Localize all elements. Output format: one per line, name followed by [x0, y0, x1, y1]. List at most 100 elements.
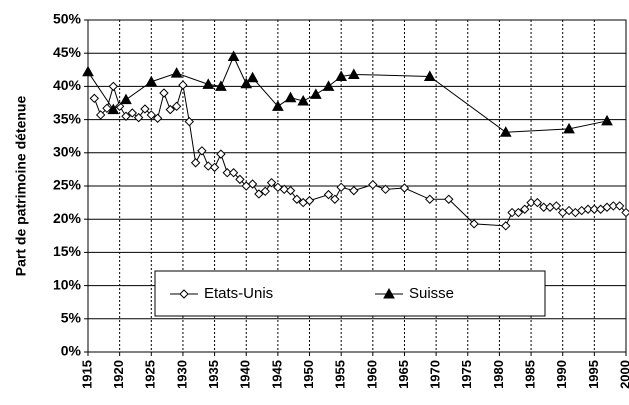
- marker: [260, 186, 270, 197]
- x-tick-label: 1990: [554, 360, 569, 389]
- x-tick-label: 1985: [522, 360, 537, 389]
- marker: [614, 201, 625, 211]
- marker: [563, 122, 575, 134]
- marker: [292, 194, 302, 204]
- x-tick-label: 1975: [459, 360, 474, 389]
- x-tick-label: 1955: [333, 360, 348, 389]
- marker: [284, 91, 297, 103]
- y-tick-label: 25%: [53, 177, 82, 193]
- marker: [532, 197, 543, 208]
- x-tick-label: 1940: [238, 360, 253, 389]
- marker: [184, 116, 194, 127]
- marker: [89, 93, 100, 104]
- y-tick-label: 35%: [53, 110, 82, 126]
- marker: [222, 168, 232, 178]
- marker: [127, 108, 138, 118]
- y-axis-label: Part de patrimoine détenue: [13, 96, 29, 277]
- marker: [608, 201, 619, 211]
- legend-box: [154, 270, 546, 317]
- marker: [368, 179, 378, 190]
- x-tick-label: 1925: [143, 360, 158, 389]
- marker: [145, 75, 158, 87]
- marker: [114, 101, 125, 112]
- marker: [95, 110, 106, 120]
- marker: [399, 183, 410, 193]
- marker: [171, 101, 182, 112]
- marker: [159, 88, 169, 98]
- x-tick-label: 1980: [491, 360, 506, 389]
- marker: [583, 204, 593, 214]
- marker: [165, 104, 175, 115]
- y-tick-label: 45%: [53, 44, 82, 60]
- marker: [247, 179, 258, 189]
- marker: [121, 111, 131, 121]
- x-tick-label: 1970: [428, 360, 443, 389]
- marker: [551, 201, 562, 211]
- x-tick-label: 1930: [174, 360, 189, 389]
- x-tick-label: 1995: [586, 360, 601, 389]
- x-tick-label: 1945: [269, 360, 284, 389]
- marker: [323, 189, 334, 200]
- marker: [190, 158, 201, 168]
- marker: [228, 168, 239, 178]
- y-tick-label: 30%: [53, 144, 82, 160]
- marker: [310, 88, 322, 99]
- x-tick-label: 1915: [79, 360, 94, 389]
- marker: [336, 182, 346, 193]
- plot-border: [87, 19, 627, 353]
- marker: [209, 162, 220, 173]
- marker: [520, 204, 530, 214]
- marker: [589, 204, 600, 214]
- marker: [140, 104, 150, 114]
- marker: [297, 94, 310, 106]
- y-tick-label: 40%: [53, 77, 82, 93]
- marker: [499, 126, 512, 137]
- marker: [526, 197, 536, 208]
- marker: [203, 161, 213, 171]
- marker: [501, 221, 511, 231]
- marker: [539, 202, 549, 212]
- marker: [444, 194, 454, 204]
- marker: [120, 93, 132, 105]
- y-tick-label: 0%: [61, 343, 82, 359]
- marker: [102, 103, 112, 114]
- marker: [82, 65, 94, 77]
- marker: [425, 194, 435, 204]
- marker: [335, 70, 348, 81]
- y-tick-label: 5%: [61, 310, 82, 326]
- marker: [146, 110, 157, 120]
- y-tick-label: 50%: [53, 11, 82, 27]
- marker: [383, 287, 395, 299]
- x-tick-label: 1960: [364, 360, 379, 389]
- x-tick-label: 1950: [301, 360, 316, 389]
- marker: [215, 80, 227, 91]
- marker: [513, 207, 524, 218]
- marker: [469, 219, 479, 229]
- marker: [197, 146, 207, 156]
- legend-label: Suisse: [409, 285, 454, 302]
- marker: [266, 177, 277, 188]
- x-tick-label: 1920: [111, 360, 126, 389]
- marker: [304, 195, 315, 206]
- marker: [202, 78, 215, 89]
- marker: [170, 67, 183, 78]
- x-tick-label: 2000: [617, 360, 629, 389]
- marker: [152, 113, 163, 123]
- marker: [179, 289, 189, 299]
- marker: [330, 194, 340, 204]
- y-tick-label: 20%: [53, 210, 82, 226]
- marker: [279, 184, 289, 195]
- marker: [601, 114, 613, 126]
- marker: [254, 189, 264, 199]
- marker: [322, 80, 335, 91]
- marker: [108, 81, 119, 92]
- marker: [240, 77, 253, 89]
- marker: [272, 100, 284, 111]
- marker: [246, 71, 259, 83]
- x-tick-label: 1965: [396, 360, 411, 389]
- marker: [380, 184, 391, 195]
- marker: [107, 103, 120, 115]
- marker: [178, 80, 188, 90]
- marker: [227, 50, 240, 62]
